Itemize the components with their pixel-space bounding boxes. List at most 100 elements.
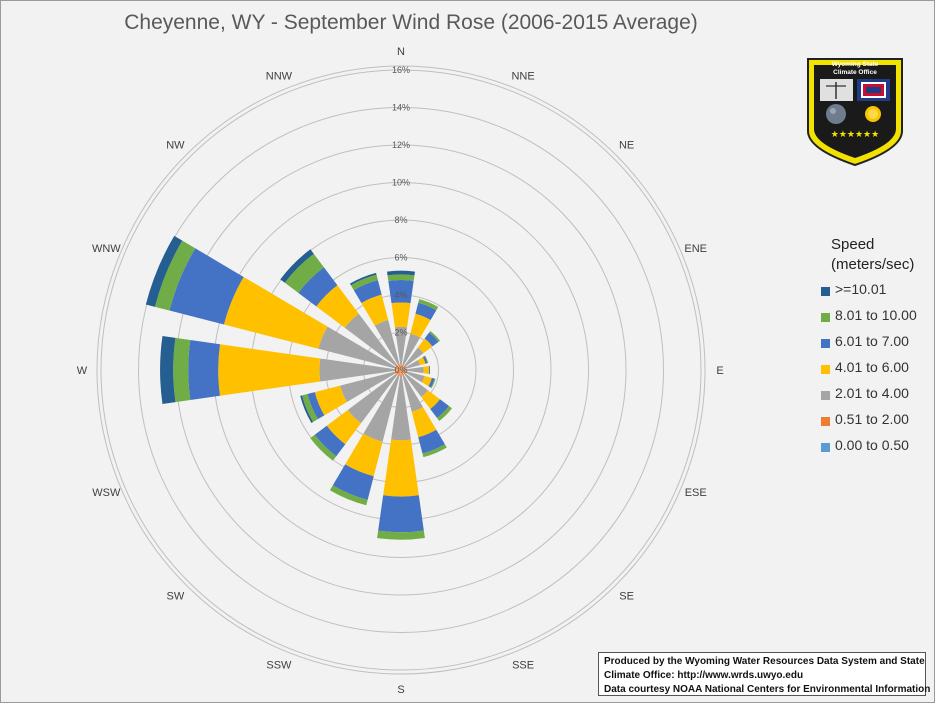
wedge-W-s6 bbox=[160, 336, 176, 404]
wedge-NE-s4 bbox=[424, 332, 439, 347]
radial-tick-label: 2% bbox=[394, 328, 407, 338]
wedge-SSW-s2 bbox=[363, 375, 400, 442]
wedge-ENE-s5 bbox=[424, 355, 429, 364]
wedge-SSW-s3 bbox=[345, 433, 383, 477]
wedge-SE-s3 bbox=[421, 390, 440, 409]
wedge-ESE-s1 bbox=[401, 370, 407, 373]
wedge-WNW-s2 bbox=[318, 326, 396, 369]
wedge-NW-s3 bbox=[316, 285, 359, 328]
wedge-SSE-s5 bbox=[422, 444, 447, 458]
legend-label: 2.01 to 4.00 bbox=[835, 385, 909, 401]
wedge-WSW-s5 bbox=[302, 394, 318, 423]
wedge-WSW-s6 bbox=[300, 395, 314, 423]
radial-tick-label: 10% bbox=[392, 178, 410, 188]
wedge-WNW-s3 bbox=[223, 276, 328, 349]
direction-label-NNE: NNE bbox=[511, 70, 534, 82]
wedge-WSW-s2 bbox=[340, 371, 396, 402]
legend-swatch bbox=[821, 313, 830, 322]
direction-label-E: E bbox=[716, 365, 723, 377]
wedge-SSW-s5 bbox=[329, 485, 368, 506]
wedge-NNE-s1 bbox=[401, 364, 404, 370]
wedge-S-s1 bbox=[400, 370, 402, 377]
direction-label-SE: SE bbox=[619, 591, 634, 603]
direction-label-N: N bbox=[397, 46, 405, 58]
credits-box: Produced by the Wyoming Water Resources … bbox=[598, 652, 930, 696]
legend-swatch bbox=[821, 443, 830, 452]
legend-label: >=10.01 bbox=[835, 281, 887, 297]
wedge-ENE-s2 bbox=[405, 359, 421, 369]
wedge-SE-s2 bbox=[404, 373, 428, 397]
wedge-SSW-s1 bbox=[397, 370, 401, 377]
wedge-S-s2 bbox=[391, 376, 411, 441]
wedge-W-s4 bbox=[188, 340, 221, 400]
legend-label: 0.00 to 0.50 bbox=[835, 437, 909, 453]
radial-tick-label: 12% bbox=[392, 140, 410, 150]
wedge-N-s2 bbox=[394, 326, 408, 365]
chart-title: Cheyenne, WY - September Wind Rose (2006… bbox=[124, 11, 698, 34]
logo-stars: ★★★★★★ bbox=[831, 129, 879, 139]
credits-line2: Climate Office: http://www.wrds.uwyo.edu bbox=[604, 670, 804, 681]
wedge-SE-s1 bbox=[401, 370, 406, 375]
wedge-S-s3 bbox=[383, 439, 419, 497]
outer-circle bbox=[96, 65, 706, 675]
wedge-WNW-s1 bbox=[394, 366, 401, 370]
wedge-ESE-s2 bbox=[405, 371, 425, 383]
wedge-NNW-s4 bbox=[353, 280, 382, 304]
wedge-SE-s5 bbox=[437, 406, 452, 421]
wedge-NNW-s1 bbox=[397, 363, 401, 370]
credits-line1: Produced by the Wyoming Water Resources … bbox=[604, 656, 925, 667]
radial-tick-label: 6% bbox=[394, 253, 407, 263]
direction-label-NE: NE bbox=[619, 139, 634, 151]
wedge-SW-s3 bbox=[326, 409, 362, 445]
wedge-NE-s3 bbox=[417, 338, 433, 354]
wedge-NW-s6 bbox=[280, 249, 314, 283]
direction-label-W: W bbox=[77, 365, 88, 377]
wedge-SSW-s4 bbox=[332, 464, 374, 500]
direction-label-NW: NW bbox=[166, 139, 185, 151]
direction-label-ENE: ENE bbox=[684, 243, 707, 255]
grid-ring-16 bbox=[100, 69, 702, 671]
radial-tick-label: 0% bbox=[394, 365, 407, 375]
legend-swatch bbox=[821, 287, 830, 296]
wedge-NNW-s5 bbox=[350, 274, 378, 291]
wedge-E-s3 bbox=[423, 366, 430, 374]
legend-label: 0.51 to 2.00 bbox=[835, 411, 909, 427]
legend-label: 8.01 to 10.00 bbox=[835, 307, 917, 323]
wedge-WNW-s6 bbox=[145, 235, 183, 307]
legend-title-line1: Speed bbox=[831, 236, 875, 253]
wedge-SW-s1 bbox=[395, 370, 401, 376]
wedge-ENE-s1 bbox=[401, 367, 406, 370]
legend-label: 6.01 to 7.00 bbox=[835, 333, 909, 349]
wedge-S-s4 bbox=[378, 495, 424, 533]
wedge-SSE-s3 bbox=[411, 407, 437, 438]
legend-swatch bbox=[821, 391, 830, 400]
wedge-NE-s0 bbox=[401, 369, 402, 370]
logo-shield-body bbox=[814, 65, 896, 158]
wedge-SSE-s2 bbox=[402, 374, 423, 412]
wedge-E-s1 bbox=[401, 369, 407, 371]
radial-tick-label: 8% bbox=[394, 215, 407, 225]
wedge-NNW-s6 bbox=[349, 272, 377, 286]
wedge-N-s5 bbox=[387, 274, 415, 281]
wedge-SW-s0 bbox=[400, 370, 401, 371]
wedge-WNW-s5 bbox=[154, 240, 196, 311]
wedge-W-s2 bbox=[319, 358, 395, 382]
wedge-NW-s1 bbox=[395, 364, 401, 370]
wedge-WNW-s4 bbox=[169, 248, 244, 325]
wedge-E-s4 bbox=[428, 365, 431, 375]
wedge-SW-s4 bbox=[314, 425, 346, 457]
wedge-SE-s4 bbox=[430, 399, 449, 418]
wedge-ENE-s4 bbox=[422, 356, 428, 364]
wedge-NNE-s2 bbox=[402, 333, 421, 366]
climate-office-logo: Wyoming State Climate Office ★★★★★★ bbox=[807, 58, 903, 167]
wedge-N-s1 bbox=[400, 364, 402, 370]
wedge-SSE-s4 bbox=[418, 429, 445, 454]
wedge-WSW-s3 bbox=[314, 385, 347, 416]
wedge-W-s3 bbox=[218, 344, 321, 396]
wedge-NE-s2 bbox=[404, 347, 424, 367]
grid-ring-14 bbox=[138, 107, 664, 633]
direction-label-SSE: SSE bbox=[512, 660, 534, 672]
svg-text:Climate Office: Climate Office bbox=[833, 69, 877, 76]
wedge-NNW-s3 bbox=[361, 294, 389, 326]
